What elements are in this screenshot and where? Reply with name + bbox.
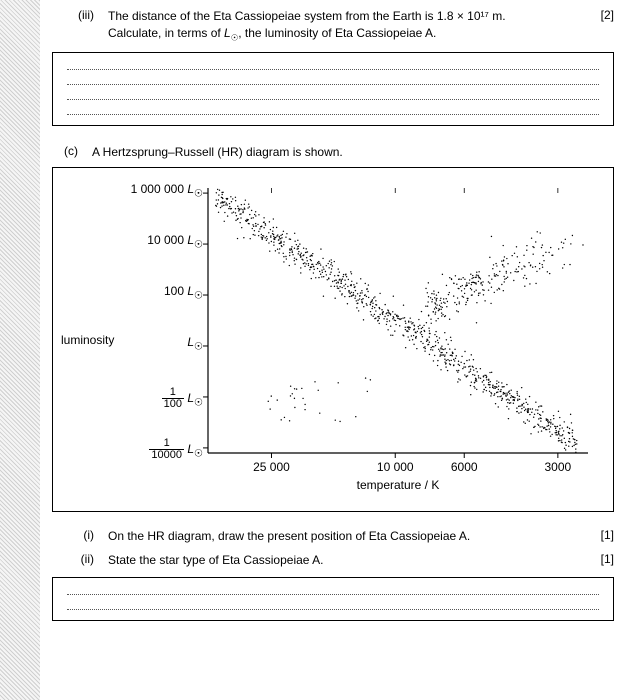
question-iii: (iii) The distance of the Eta Cassiopeia… <box>52 8 614 44</box>
hr-diagram-box: luminosity 1 000 000 L☉10 000 L☉100 L☉L☉… <box>52 167 614 512</box>
q-text-c: A Hertzsprung–Russell (HR) diagram is sh… <box>92 144 614 161</box>
answer-line <box>67 69 599 70</box>
answer-line <box>67 84 599 85</box>
y-axis-label: luminosity <box>61 333 114 347</box>
marks-cii: [1] <box>586 552 614 566</box>
svg-text:3000: 3000 <box>545 460 572 474</box>
q-text-ci: On the HR diagram, draw the present posi… <box>108 528 586 545</box>
marks-iii: [2] <box>586 8 614 22</box>
answer-box-iii <box>52 52 614 126</box>
q-text-cii: State the star type of Eta Cassiopeiae A… <box>108 552 586 569</box>
answer-box-cii <box>52 577 614 621</box>
question-cii: (ii) State the star type of Eta Cassiope… <box>52 552 614 569</box>
exam-page: (iii) The distance of the Eta Cassiopeia… <box>40 0 637 700</box>
q-iii-line1: The distance of the Eta Cassiopeiae syst… <box>108 9 506 23</box>
hr-diagram: 1 000 000 L☉10 000 L☉100 L☉L☉1100 L☉1100… <box>63 180 603 500</box>
svg-text:10 000: 10 000 <box>377 460 414 474</box>
q-iii-line2a: Calculate, in terms of <box>108 26 224 40</box>
left-margin-hatch <box>0 0 40 700</box>
q-num-ci: (i) <box>52 528 108 542</box>
q-num-iii: (iii) <box>52 8 108 22</box>
q-num-c: (c) <box>52 144 92 158</box>
q-num-cii: (ii) <box>52 552 108 566</box>
L-symbol: L <box>224 26 231 40</box>
answer-line <box>67 114 599 115</box>
answer-line <box>67 99 599 100</box>
svg-text:temperature / K: temperature / K <box>357 478 440 492</box>
marks-ci: [1] <box>586 528 614 542</box>
q-text-iii: The distance of the Eta Cassiopeiae syst… <box>108 8 586 44</box>
svg-text:6000: 6000 <box>451 460 478 474</box>
q-iii-line2b: , the luminosity of Eta Cassiopeiae A. <box>238 26 436 40</box>
answer-line <box>67 609 599 610</box>
question-c: (c) A Hertzsprung–Russell (HR) diagram i… <box>52 144 614 161</box>
question-ci: (i) On the HR diagram, draw the present … <box>52 528 614 545</box>
svg-text:25 000: 25 000 <box>253 460 290 474</box>
answer-line <box>67 594 599 595</box>
